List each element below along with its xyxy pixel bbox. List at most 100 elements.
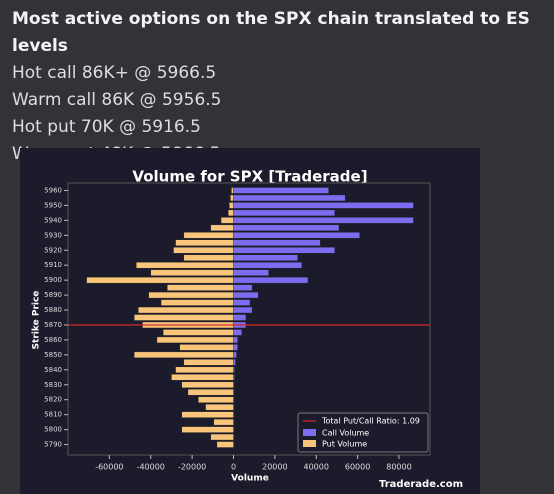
x-tick-label: 0 <box>231 463 236 472</box>
bar <box>233 276 309 284</box>
y-tick-label: 5910 <box>44 261 62 269</box>
y-tick-label: 5900 <box>44 276 62 284</box>
x-tick-label: 60000 <box>345 463 370 472</box>
y-tick-label: 5850 <box>44 351 62 359</box>
x-tick-label: -40000 <box>137 463 165 472</box>
legend-swatch <box>303 440 316 447</box>
legend-label: Call Volume <box>322 429 369 438</box>
bar <box>86 276 234 284</box>
bar <box>233 217 414 224</box>
y-tick-label: 5810 <box>44 411 62 419</box>
y-tick-label: 5940 <box>44 216 62 224</box>
bar <box>183 254 234 261</box>
bar <box>148 291 234 299</box>
y-tick-label: 5820 <box>44 396 62 404</box>
bar <box>133 314 234 321</box>
bar <box>181 381 234 388</box>
chart-title: Volume for SPX [Traderade] <box>132 168 367 186</box>
bar <box>213 418 234 426</box>
bar <box>187 389 234 396</box>
bar <box>233 187 329 194</box>
y-tick-label: 5790 <box>44 441 62 449</box>
y-tick-label: 5930 <box>44 231 62 239</box>
y-tick-label: 5870 <box>44 321 62 329</box>
bar <box>183 232 234 239</box>
y-tick-label: 5920 <box>44 246 62 254</box>
bar <box>167 284 234 291</box>
bar <box>233 262 302 269</box>
bar <box>233 314 247 321</box>
bar <box>138 306 234 314</box>
bar <box>160 299 234 306</box>
bar <box>181 411 234 418</box>
y-tick-label: 5860 <box>44 336 62 344</box>
bar <box>233 194 346 202</box>
bar <box>233 202 414 209</box>
x-tick-label: -60000 <box>95 463 123 472</box>
bar <box>231 187 234 194</box>
bar <box>233 351 237 359</box>
bar <box>229 202 234 209</box>
bar <box>181 426 234 433</box>
bar <box>230 194 234 202</box>
bar <box>233 299 251 306</box>
message-title: Most active options on the SPX chain tra… <box>12 9 530 56</box>
bar <box>198 396 234 403</box>
bar <box>233 336 238 344</box>
bar <box>150 269 234 276</box>
bar <box>183 359 234 366</box>
bar <box>216 441 234 448</box>
bar <box>173 247 234 254</box>
y-tick-label: 5800 <box>44 426 62 434</box>
bar <box>220 217 234 224</box>
y-tick-label: 5890 <box>44 291 62 299</box>
plot-area <box>67 182 431 456</box>
x-tick-label: 20000 <box>262 463 287 472</box>
x-tick-label: -20000 <box>178 463 206 472</box>
y-tick-label: 5960 <box>44 186 62 194</box>
bar <box>210 224 234 232</box>
bar <box>233 224 340 232</box>
bar <box>233 344 238 351</box>
bar <box>175 366 234 374</box>
bar <box>156 336 234 344</box>
legend-swatch <box>303 429 316 436</box>
legend-label: Total Put/Call Ratio: 1.09 <box>321 417 420 426</box>
message-line: Hot call 86K+ @ 5966.5 <box>12 63 217 83</box>
bar <box>233 239 321 246</box>
bar <box>133 351 234 359</box>
bar <box>136 262 234 269</box>
bar <box>228 209 234 217</box>
message-line: Warm call 86K @ 5956.5 <box>12 90 222 110</box>
x-tick-label: 80000 <box>386 463 411 472</box>
bar <box>171 374 234 381</box>
bar <box>233 291 259 299</box>
legend-box <box>297 412 429 453</box>
bar <box>233 247 336 254</box>
x-axis-label: Volume <box>231 474 269 484</box>
bar <box>179 344 234 351</box>
bar <box>233 359 236 366</box>
y-tick-label: 5840 <box>44 366 62 374</box>
bar <box>205 403 234 411</box>
y-axis-label: Strike Price <box>32 291 42 350</box>
bar <box>175 239 234 246</box>
y-tick-label: 5950 <box>44 201 62 209</box>
watermark: Traderade.com <box>379 479 463 490</box>
bar <box>233 284 253 291</box>
bar <box>162 329 234 336</box>
legend-label: Put Volume <box>322 440 367 449</box>
bar <box>233 254 298 261</box>
y-tick-label: 5880 <box>44 306 62 314</box>
bar <box>233 306 253 314</box>
y-tick-label: 5830 <box>44 381 62 389</box>
bar <box>233 232 360 239</box>
x-tick-label: 40000 <box>304 463 329 472</box>
bar <box>210 433 234 441</box>
bar <box>233 209 336 217</box>
bar <box>233 269 269 276</box>
bar <box>233 329 242 336</box>
message-line: Hot put 70K @ 5916.5 <box>12 117 201 137</box>
